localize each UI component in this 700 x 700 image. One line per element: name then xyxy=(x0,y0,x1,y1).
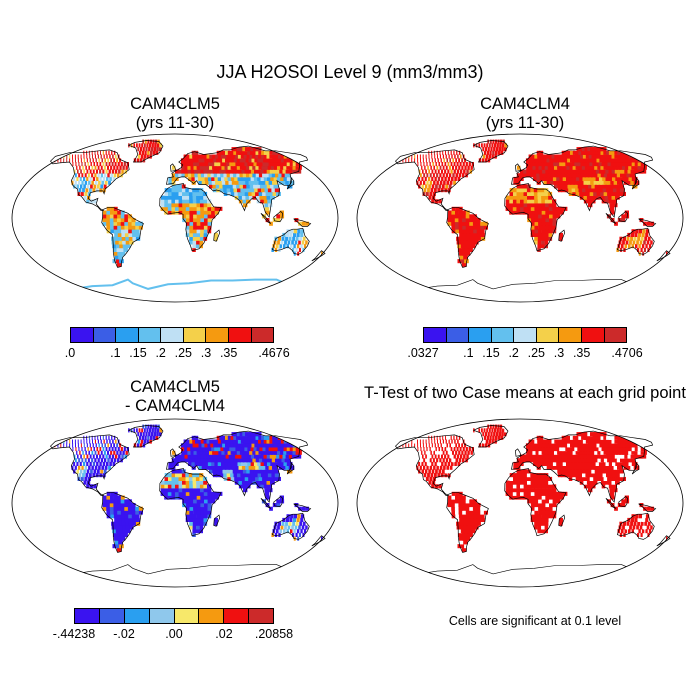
colorbar-swatch xyxy=(138,328,162,342)
colorbar-swatch xyxy=(206,328,229,342)
colorbar-tick-label: .25 xyxy=(174,346,193,360)
colorbar-swatch xyxy=(224,609,250,623)
colorbar-swatch xyxy=(491,328,515,342)
colorbar-swatch xyxy=(228,328,252,342)
map-ttest-significance xyxy=(356,418,684,588)
panel-1-title-line2: (yrs 11-30) xyxy=(135,114,215,132)
map-border xyxy=(356,133,684,303)
panel-1-title: CAM4CLM5 (yrs 11-30) xyxy=(55,95,295,133)
colorbar-tick-label: .25 xyxy=(527,346,546,360)
map-difference xyxy=(11,418,339,588)
land-grid-cells xyxy=(399,424,668,552)
colorbar-tick-label: .20858 xyxy=(254,627,294,641)
colorbar-tick-label: .02 xyxy=(215,627,233,641)
colorbar-swatch xyxy=(99,609,125,623)
map-border xyxy=(356,418,684,588)
colorbar-swatch xyxy=(446,328,470,342)
colorbar-tick-label: .2 xyxy=(508,346,519,360)
antarctica-coastline xyxy=(49,564,297,575)
colorbar-tick-label: .35 xyxy=(572,346,591,360)
map-clm4-soil-moisture xyxy=(356,133,684,303)
panel-1-title-line1: CAM4CLM5 xyxy=(130,95,220,113)
colorbar-tick-label: -.02 xyxy=(113,627,135,641)
panel-4-title-line1: T-Test of two Case means at each grid po… xyxy=(364,384,686,402)
colorbar-tick-label: .2 xyxy=(155,346,166,360)
colorbar-tick-label: .0 xyxy=(64,346,76,360)
colorbar-swatch xyxy=(559,328,582,342)
colorbar-tick-label: .1 xyxy=(463,346,474,360)
panel-3-title-line1: CAM4CLM5 xyxy=(130,378,220,396)
panel-3-title: CAM4CLM5 - CAM4CLM4 xyxy=(55,378,295,416)
coastlines xyxy=(50,140,326,268)
colorbar-swatch xyxy=(149,609,175,623)
colorbar-swatch xyxy=(75,609,100,623)
panel-2-title: CAM4CLM4 (yrs 11-30) xyxy=(405,95,645,133)
colorbar-swatch xyxy=(93,328,117,342)
antarctica-coastline xyxy=(48,278,297,290)
colorbar-swatch xyxy=(249,609,273,623)
colorbar-tick-label: .3 xyxy=(200,346,212,360)
panel-2-title-line2: (yrs 11-30) xyxy=(485,114,565,132)
colorbar-swatch xyxy=(604,328,627,342)
significance-note: Cells are significant at 0.1 level xyxy=(448,614,622,628)
colorbar-tick-label: .1 xyxy=(110,346,121,360)
colorbar-tick-label: .4676 xyxy=(258,346,290,360)
colorbar-swatch xyxy=(161,328,184,342)
land-grid-cells xyxy=(54,424,323,552)
colorbar-swatch xyxy=(199,609,225,623)
panel-3-title-line2: - CAM4CLM4 xyxy=(125,397,225,415)
colorbar-tick-label: .15 xyxy=(129,346,147,360)
map-border xyxy=(11,418,339,588)
map-clm5-soil-moisture xyxy=(11,133,339,303)
colorbar-swatch xyxy=(581,328,605,342)
colorbar-swatch xyxy=(469,328,492,342)
colorbar-swatch xyxy=(251,328,274,342)
map-border xyxy=(11,133,339,303)
panel-4-title: T-Test of two Case means at each grid po… xyxy=(350,384,700,403)
colorbar-swatch xyxy=(514,328,537,342)
colorbar-tick-label: .35 xyxy=(219,346,238,360)
coastlines xyxy=(395,140,671,268)
colorbar-tick-label: .15 xyxy=(482,346,500,360)
panel-2-title-line1: CAM4CLM4 xyxy=(480,95,570,113)
colorbar-swatch xyxy=(174,609,200,623)
antarctica-coastline xyxy=(394,564,642,575)
colorbar-tick-label: -.44238 xyxy=(52,627,96,641)
colorbar-swatch xyxy=(124,609,150,623)
colorbar-difference xyxy=(74,608,274,624)
colorbar-clm4 xyxy=(423,327,627,343)
colorbar-clm5 xyxy=(70,327,274,343)
land-grid-cells xyxy=(399,139,668,267)
colorbar-tick-label: .0327 xyxy=(407,346,439,360)
figure-title: JJA H2OSOI Level 9 (mm3/mm3) xyxy=(216,62,484,82)
coastlines xyxy=(50,425,326,553)
colorbar-swatch xyxy=(116,328,139,342)
colorbar-tick-label: .00 xyxy=(165,627,183,641)
coastlines xyxy=(395,425,671,553)
colorbar-swatch xyxy=(71,328,94,342)
land-grid-cells xyxy=(54,139,323,267)
antarctica-coastline xyxy=(394,279,642,290)
colorbar-tick-label: .3 xyxy=(553,346,565,360)
colorbar-swatch xyxy=(424,328,447,342)
colorbar-swatch xyxy=(183,328,207,342)
colorbar-swatch xyxy=(536,328,560,342)
colorbar-tick-label: .4706 xyxy=(611,346,643,360)
